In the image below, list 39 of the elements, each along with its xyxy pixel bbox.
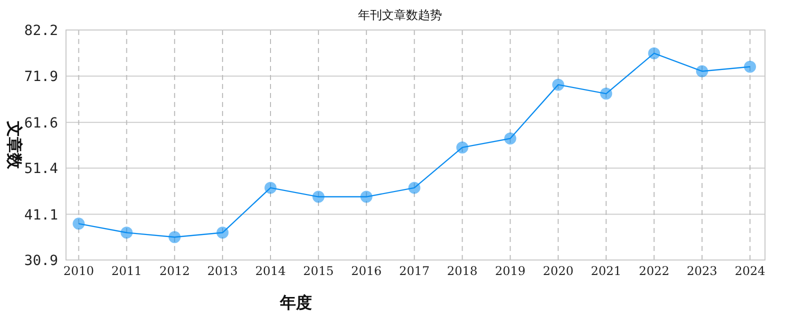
point [360, 190, 372, 203]
x-tick-label: 2011 [111, 264, 142, 278]
x-tick-label: 2012 [159, 264, 190, 278]
point [504, 132, 516, 144]
x-tick-label: 2014 [255, 264, 286, 278]
y-tick-label: 61.6 [24, 115, 58, 132]
x-tick-label: 2016 [351, 264, 382, 278]
x-tick-label: 2024 [734, 264, 766, 278]
y-tick-label: 41.1 [24, 207, 58, 224]
x-tick-label: 2019 [494, 264, 526, 278]
y-tick-label: 82.2 [24, 23, 58, 39]
x-tick-label: 2013 [207, 264, 238, 278]
point [408, 182, 420, 194]
x-tick-label: 2018 [447, 264, 478, 278]
point [120, 226, 133, 239]
point [456, 141, 468, 154]
x-tick-label: 2022 [638, 264, 670, 278]
point [552, 78, 564, 91]
x-tick-label: 2020 [542, 264, 574, 278]
y-tick-label: 51.4 [24, 161, 58, 178]
point [648, 47, 660, 60]
point [264, 182, 276, 194]
y-tick-label: 30.9 [24, 253, 58, 269]
point [72, 218, 85, 230]
x-tick-label: 2023 [686, 264, 718, 278]
point [600, 88, 612, 100]
x-tick-label: 2021 [590, 264, 622, 278]
point [744, 60, 756, 73]
point [168, 231, 181, 244]
x-tick-label: 2010 [63, 264, 94, 278]
x-tick-label: 2017 [399, 264, 430, 278]
point [696, 65, 708, 78]
chart-title: 年刊文章数趋势 [358, 8, 442, 22]
x-tick-label: 2015 [303, 264, 334, 278]
point [216, 226, 229, 239]
x-axis-title: 年度 [279, 293, 312, 312]
y-tick-label: 71.9 [24, 69, 58, 86]
point [312, 190, 324, 203]
y-axis-title: 文章数 [5, 120, 24, 170]
